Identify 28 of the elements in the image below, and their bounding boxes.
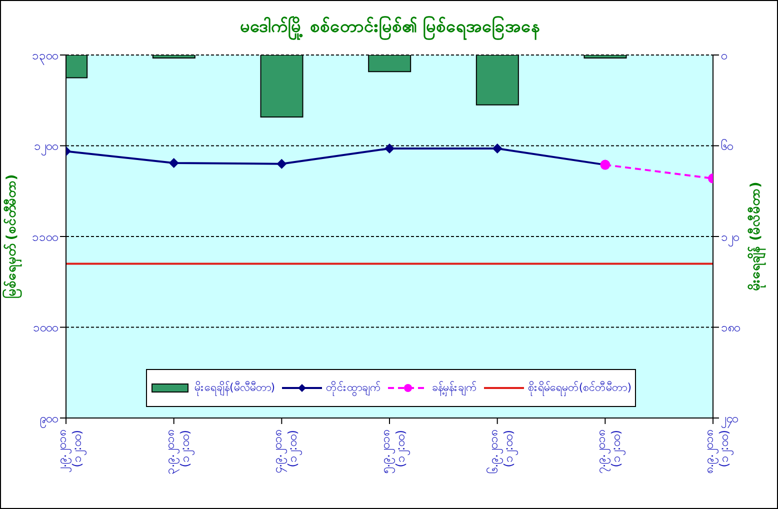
legend-label: စိုးရိမ်ရေမှတ်(စင်တီမီတာ): [526, 380, 632, 396]
legend-label: ခန့်မှန်းချက်: [430, 380, 477, 396]
legend-label: မိုးရေချိန်(မီလီမီတာ): [193, 380, 276, 396]
x-tick-label: ၈.၉.၂၀၁၈ (၁၂:၀၀): [702, 430, 734, 474]
x-tick-label: ၆.၉.၂၀၁၈ (၁၂:၀၀): [485, 430, 518, 474]
y2-tick-label: ၁၈၀: [721, 320, 740, 335]
legend-label: တိုင်းထွာချက်: [325, 380, 382, 396]
x-tick-label: ၅.၉.၂၀၁၈ (၁၂:၀၀): [378, 430, 410, 474]
x-tick-label: ၄.၉.၂၀၁၈ (၁၂:၀၀): [270, 430, 303, 474]
y-tick-label: ၁၃၀၀: [32, 48, 58, 66]
y-tick-label: ၁၁၀၀: [32, 230, 58, 244]
y-tick-label: ၉၀၀: [40, 411, 58, 428]
x-tick-label: ၃.၉.၂၀၁၈ (၁၂:၀၀): [162, 430, 195, 475]
point: [168, 158, 179, 168]
point: [276, 158, 287, 169]
chart-title: မဒေါက်မြို့ စစ်တောင်းမြစ်၏ မြစ်ရေအခြေအနေ: [239, 15, 541, 40]
y2-axis-title: မိုးရေချိန် (မီလီမီတာ): [746, 182, 767, 292]
y2-tick-label: ၀: [721, 48, 727, 62]
y-tick-label: ၁၂၀၀: [34, 139, 58, 156]
point: [384, 143, 394, 154]
y2-tick-label: ၁၂၀: [721, 230, 739, 247]
x-tick-label: ၇.၉.၂၀၁၈ (၁၂:၀၀): [594, 430, 626, 474]
y-tick-label: ၁၀၀၀: [33, 320, 58, 335]
y2-tick-label: ၂၄၀: [721, 411, 738, 428]
y-axis-title: မြစ်ရေမှတ် (စင်တီမီတာ): [2, 174, 23, 299]
y2-tick-label: ၆၀: [721, 138, 733, 154]
point: [492, 143, 502, 154]
x-tick-label: ၂.၉.၂၀၁၈ (၁၂:၀၀): [55, 430, 87, 473]
